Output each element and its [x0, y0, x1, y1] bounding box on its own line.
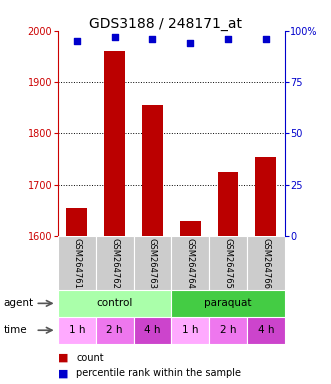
Text: agent: agent — [3, 298, 33, 308]
Bar — [171, 317, 209, 344]
Bar — [209, 317, 247, 344]
Text: 1 h: 1 h — [182, 325, 199, 335]
Bar — [58, 290, 171, 317]
Point — [112, 34, 117, 40]
Text: paraquat: paraquat — [204, 298, 252, 308]
Point — [150, 36, 155, 42]
Text: count: count — [76, 353, 104, 363]
Text: 2 h: 2 h — [106, 325, 123, 335]
Bar — [67, 208, 87, 236]
Text: time: time — [3, 325, 27, 335]
Text: GSM264766: GSM264766 — [261, 238, 270, 288]
Text: 4 h: 4 h — [258, 325, 274, 335]
Bar — [247, 317, 285, 344]
Bar — [104, 51, 125, 236]
Bar — [247, 236, 285, 290]
Bar — [209, 236, 247, 290]
Text: control: control — [96, 298, 133, 308]
Point — [225, 36, 231, 42]
Bar — [58, 236, 96, 290]
Text: GSM264761: GSM264761 — [72, 238, 81, 288]
Text: GDS3188 / 248171_at: GDS3188 / 248171_at — [89, 17, 242, 31]
Text: GSM264764: GSM264764 — [186, 238, 195, 288]
Text: 4 h: 4 h — [144, 325, 161, 335]
Bar — [58, 317, 96, 344]
Text: GSM264765: GSM264765 — [223, 238, 232, 288]
Point — [74, 38, 79, 44]
Text: ■: ■ — [58, 353, 69, 363]
Point — [188, 40, 193, 46]
Bar — [96, 317, 133, 344]
Text: 1 h: 1 h — [69, 325, 85, 335]
Bar — [171, 236, 209, 290]
Bar — [256, 157, 276, 236]
Text: percentile rank within the sample: percentile rank within the sample — [76, 368, 241, 378]
Point — [263, 36, 268, 42]
Bar — [142, 105, 163, 236]
Bar — [133, 236, 171, 290]
Text: 2 h: 2 h — [220, 325, 236, 335]
Text: GSM264763: GSM264763 — [148, 238, 157, 288]
Text: ■: ■ — [58, 368, 69, 378]
Bar — [217, 172, 238, 236]
Text: GSM264762: GSM264762 — [110, 238, 119, 288]
Bar — [96, 236, 133, 290]
Bar — [180, 221, 201, 236]
Bar — [133, 317, 171, 344]
Bar — [171, 290, 285, 317]
